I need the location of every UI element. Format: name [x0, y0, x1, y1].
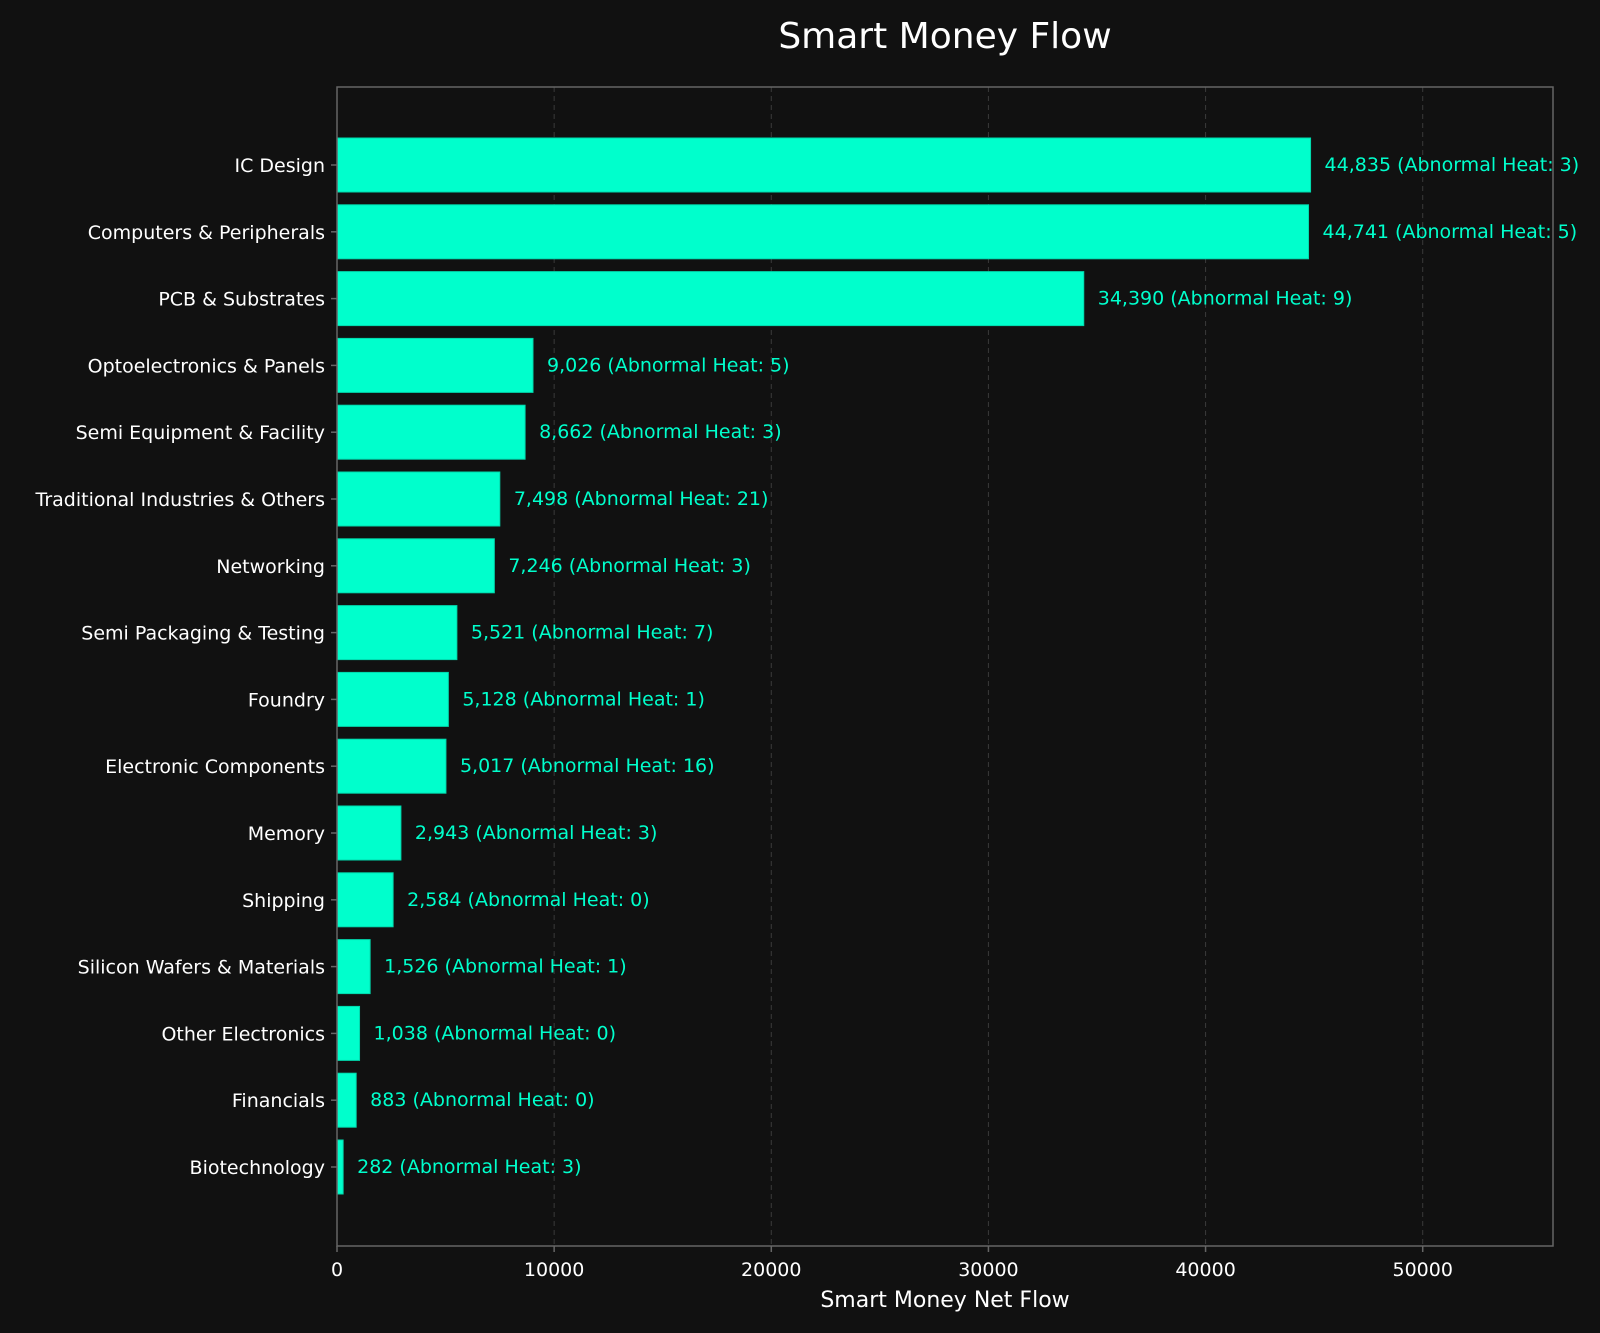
- category-label: Shipping: [242, 890, 325, 912]
- bar: [336, 805, 402, 861]
- bar: [336, 404, 526, 460]
- category-label: Traditional Industries & Others: [35, 489, 325, 511]
- category-label: Semi Packaging & Testing: [81, 623, 325, 645]
- x-axis-ticks: 0 10000 20000 30000 40000 50000: [331, 1246, 1453, 1281]
- y-axis-categories: IC Design Computers & Peripherals PCB & Su…: [35, 155, 337, 1179]
- bar: [336, 271, 1085, 327]
- x-tick-label: 40000: [1175, 1259, 1235, 1281]
- bar: [336, 538, 495, 594]
- category-label: Financials: [232, 1090, 325, 1112]
- bar: [336, 1005, 361, 1061]
- data-label: 1,526 (Abnormal Heat: 1): [384, 956, 627, 978]
- category-label: IC Design: [234, 155, 325, 177]
- x-tick-label: 50000: [1392, 1259, 1452, 1281]
- data-labels: 44,835 (Abnormal Heat: 3) 44,741 (Abnorma…: [357, 154, 1579, 1178]
- data-label: 44,835 (Abnormal Heat: 3): [1325, 154, 1580, 176]
- bar: [336, 1139, 344, 1195]
- category-label: Memory: [248, 823, 325, 845]
- x-tick-label: 0: [331, 1259, 343, 1281]
- category-label: Networking: [216, 556, 325, 578]
- x-tick-label: 20000: [741, 1259, 801, 1281]
- category-label: Semi Equipment & Facility: [76, 422, 325, 444]
- data-label: 2,943 (Abnormal Heat: 3): [415, 822, 658, 844]
- data-label: 9,026 (Abnormal Heat: 5): [547, 354, 790, 376]
- category-label: PCB & Substrates: [158, 289, 325, 311]
- bar: [336, 671, 449, 727]
- data-label: 7,246 (Abnormal Heat: 3): [508, 555, 751, 577]
- data-label: 8,662 (Abnormal Heat: 3): [539, 421, 782, 443]
- data-label: 34,390 (Abnormal Heat: 9): [1098, 288, 1353, 310]
- category-label: Optoelectronics & Panels: [88, 355, 325, 377]
- bar: [336, 1072, 357, 1128]
- data-label: 5,128 (Abnormal Heat: 1): [462, 688, 705, 710]
- bar: [336, 204, 1310, 260]
- bar: [336, 872, 394, 928]
- data-label: 2,584 (Abnormal Heat: 0): [407, 889, 650, 911]
- chart-title: Smart Money Flow: [778, 16, 1111, 57]
- bar: [336, 137, 1312, 193]
- category-label: Computers & Peripherals: [88, 222, 325, 244]
- category-label: Other Electronics: [161, 1023, 325, 1045]
- plot-frame: [336, 86, 1554, 1247]
- category-label: Electronic Components: [105, 756, 325, 778]
- bar: [336, 738, 447, 794]
- data-label: 282 (Abnormal Heat: 3): [357, 1156, 581, 1178]
- data-label: 1,038 (Abnormal Heat: 0): [374, 1022, 617, 1044]
- bar: [336, 337, 534, 393]
- data-label: 883 (Abnormal Heat: 0): [370, 1089, 594, 1111]
- bar: [336, 471, 501, 527]
- bar: [336, 605, 458, 661]
- x-tick-label: 30000: [958, 1259, 1018, 1281]
- bar: [336, 939, 371, 995]
- x-tick-label: 10000: [524, 1259, 584, 1281]
- category-label: Silicon Wafers & Materials: [78, 957, 325, 979]
- data-label: 5,521 (Abnormal Heat: 7): [471, 622, 714, 644]
- x-axis-label: Smart Money Net Flow: [820, 1288, 1069, 1313]
- category-label: Foundry: [248, 689, 325, 711]
- data-label: 5,017 (Abnormal Heat: 16): [460, 755, 715, 777]
- data-label: 44,741 (Abnormal Heat: 5): [1323, 221, 1578, 243]
- category-label: Biotechnology: [190, 1157, 325, 1179]
- data-label: 7,498 (Abnormal Heat: 21): [514, 488, 769, 510]
